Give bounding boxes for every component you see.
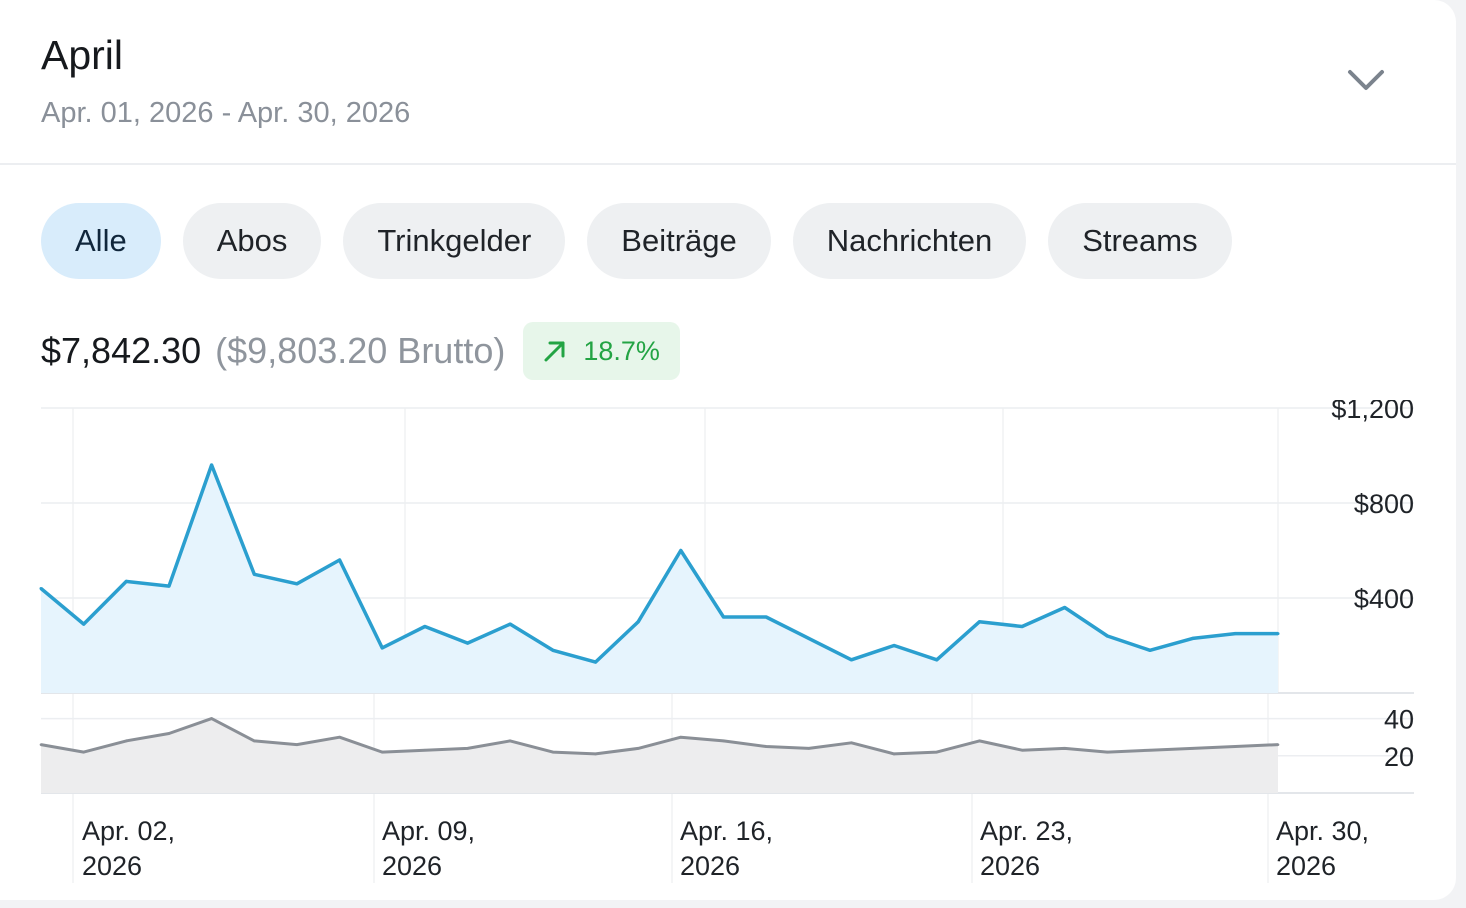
trend-up-arrow-icon [544, 341, 565, 362]
net-earnings: $7,842.30 [41, 330, 202, 371]
count-point [1106, 750, 1109, 754]
count-point [466, 747, 469, 750]
count-point [1063, 747, 1067, 750]
count-point [1234, 745, 1237, 748]
earnings-point [295, 582, 299, 586]
count-line [40, 717, 1279, 756]
earnings-point [892, 644, 896, 647]
earnings-point [1148, 648, 1152, 652]
gross-earnings: ($9,803.20 Brutto) [215, 330, 506, 371]
x-tick-label: Apr. 02, 2026 [82, 816, 175, 881]
earnings-point [210, 463, 214, 467]
earnings-point [1020, 625, 1024, 628]
count-point [764, 745, 768, 748]
tab-alle[interactable]: Alle [41, 203, 161, 279]
count-point [508, 739, 512, 743]
y-tick-label: $400 [1354, 584, 1414, 614]
earnings-point [679, 549, 683, 552]
earnings-point [124, 579, 128, 583]
earnings-point [594, 660, 598, 664]
y-tick-label: 40 [1384, 705, 1414, 735]
count-point [551, 750, 555, 754]
earnings-point [39, 587, 43, 590]
earnings-point [977, 620, 981, 624]
earnings-point [167, 584, 171, 588]
count-point [1020, 748, 1024, 752]
earnings-point [1191, 636, 1195, 640]
count-point [850, 741, 853, 745]
earnings-point [764, 615, 768, 619]
period-header[interactable]: April Apr. 01, 2026 - Apr. 30, 2026 [0, 0, 1456, 165]
tab-nachrichten[interactable]: Nachrichten [792, 203, 1027, 279]
tab-abos[interactable]: Abos [182, 203, 322, 279]
count-point [39, 743, 43, 746]
count-area [41, 718, 1278, 793]
earnings-point [1105, 634, 1109, 638]
earnings-point [423, 625, 427, 628]
earnings-point [849, 658, 853, 662]
earnings-point [82, 622, 86, 626]
earnings-point [252, 572, 256, 576]
change-badge: 18.7% [523, 322, 680, 380]
count-point [594, 752, 597, 756]
earnings-point [721, 615, 725, 619]
count-point [807, 747, 811, 750]
earnings-point [508, 622, 512, 626]
count-point [636, 747, 640, 750]
count-point [1191, 747, 1194, 750]
count-point [252, 739, 256, 743]
earnings-point [380, 646, 384, 650]
earnings-point [1063, 606, 1067, 609]
y-tick-label: $800 [1354, 489, 1414, 519]
count-point [295, 743, 299, 746]
category-filter-tabs: Alle Abos Trinkgelder Beiträge Nachricht… [41, 203, 1254, 279]
x-tick-label: Apr. 16, 2026 [680, 816, 773, 881]
earnings-chart: $1,200 $800 $400 40 20 Apr. 02, 2026 Apr. 09, 20… [39, 400, 1414, 883]
y-tick-label: 20 [1384, 742, 1414, 772]
count-point [722, 739, 725, 743]
earnings-point [1233, 632, 1237, 636]
count-point [892, 752, 896, 756]
earnings-line [39, 463, 1278, 664]
count-point [125, 739, 128, 743]
count-point [210, 717, 213, 720]
earnings-point [466, 641, 470, 645]
y-tick-label: $1,200 [1331, 400, 1414, 424]
tab-trinkgelder[interactable]: Trinkgelder [343, 203, 566, 279]
x-tick-label: Apr. 23, 2026 [980, 816, 1073, 881]
earnings-summary: $7,842.30 ($9,803.20 Brutto) 18.7% [41, 322, 680, 380]
count-point [167, 732, 171, 735]
count-point [380, 750, 384, 754]
count-point [935, 750, 939, 754]
count-point [978, 739, 981, 743]
earnings-point [807, 636, 811, 640]
earnings-point [935, 658, 939, 662]
change-percent: 18.7% [583, 335, 660, 366]
x-tick-label: Apr. 09, 2026 [382, 816, 475, 881]
earnings-point [338, 558, 342, 562]
earnings-point [551, 648, 555, 652]
count-point [338, 735, 341, 739]
count-point [1276, 743, 1280, 746]
count-point [1148, 748, 1152, 752]
tab-streams[interactable]: Streams [1048, 203, 1232, 279]
period-title: April [41, 32, 124, 78]
period-date-range: Apr. 01, 2026 - Apr. 30, 2026 [41, 97, 411, 129]
earnings-point [636, 620, 640, 624]
chevron-down-icon[interactable] [1342, 60, 1390, 100]
tab-beitraege[interactable]: Beiträge [587, 203, 771, 279]
count-point [423, 748, 427, 752]
count-point [82, 750, 85, 754]
x-tick-label: Apr. 30, 2026 [1276, 816, 1369, 881]
earnings-area [41, 465, 1278, 693]
count-point [679, 735, 683, 739]
earnings-point [1276, 632, 1280, 636]
